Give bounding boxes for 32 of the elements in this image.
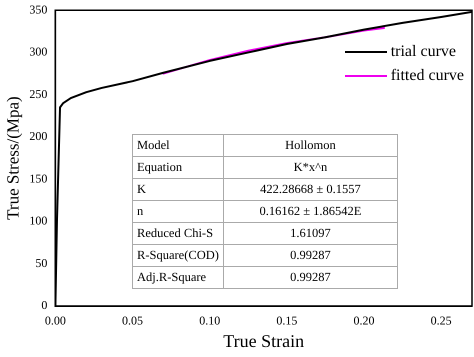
legend-label: fitted curve [390,67,464,85]
x-tick-label: 0.20 [353,313,374,328]
x-tick-label: 0.05 [122,313,144,328]
x-axis-title: True Strain [223,330,304,351]
annotation: R-Square(COD) [132,244,224,266]
y-tick-label: 100 [29,214,48,228]
y-tick-label: 0 [41,298,48,312]
annotation: Adj.R-Square [132,266,224,288]
y-tick-label: 300 [29,44,48,59]
annotation: K [132,178,224,200]
annotation: 0.99287 [223,266,398,288]
annotation: 1.61097 [223,222,398,244]
y-tick-label: 150 [29,171,48,186]
x-tick-label: 0.00 [44,313,66,328]
x-tick-label: 0.15 [276,313,298,328]
y-tick-label: 50 [35,256,48,270]
annotation: n [132,200,224,222]
annotation: 422.28668 ± 0.1557 [223,178,398,200]
y-tick-label: 200 [29,129,48,144]
legend-label: trial curve [390,43,456,61]
y-axis-title: True Stress/(Mpa) [4,96,23,220]
y-tick-label: 350 [29,2,48,16]
annotation: Hollomon [223,134,398,156]
annotation: Model [132,134,224,156]
x-tick-label: 0.25 [430,313,452,328]
annotation: K*x^n [223,156,398,178]
annotation: 0.99287 [223,244,398,266]
annotation: 0.16162 ± 1.86542E [223,200,398,222]
y-tick-label: 250 [29,86,48,101]
annotation: Reduced Chi-S [132,222,224,244]
x-tick-label: 0.10 [199,313,220,328]
annotation: Equation [132,156,224,178]
